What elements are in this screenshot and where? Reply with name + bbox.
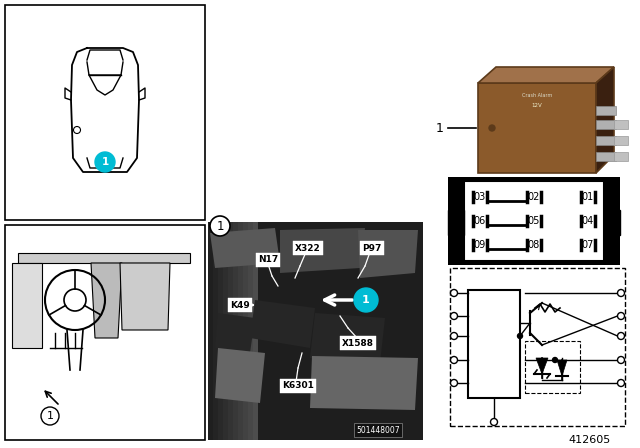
Bar [596, 152, 616, 161]
Text: N17: N17 [258, 255, 278, 264]
Bar [596, 106, 616, 115]
Text: K49: K49 [230, 301, 250, 310]
Text: 1: 1 [362, 295, 370, 305]
Bar [223, 222, 228, 440]
Bar [253, 222, 258, 440]
Polygon shape [280, 228, 365, 273]
Polygon shape [536, 358, 548, 374]
Circle shape [490, 418, 497, 426]
Bar [464, 181, 604, 261]
Text: K6301: K6301 [282, 382, 314, 391]
Text: 08: 08 [528, 240, 540, 250]
Circle shape [489, 125, 495, 131]
Polygon shape [91, 263, 122, 338]
Text: 03: 03 [474, 192, 486, 202]
Bar [614, 120, 628, 129]
Bar [233, 222, 238, 440]
Text: 09: 09 [474, 240, 486, 250]
Text: 1: 1 [101, 157, 109, 167]
Polygon shape [120, 263, 170, 330]
Circle shape [552, 358, 557, 362]
Bar [208, 222, 423, 440]
Bar [468, 290, 520, 398]
Bar [614, 136, 628, 145]
Polygon shape [12, 263, 42, 348]
Polygon shape [215, 313, 255, 353]
Bar [448, 210, 464, 235]
Text: 04: 04 [582, 216, 594, 226]
Bar [238, 222, 243, 440]
Text: 06: 06 [474, 216, 486, 226]
Circle shape [618, 357, 625, 363]
Polygon shape [557, 360, 567, 376]
Circle shape [451, 313, 458, 319]
Polygon shape [478, 67, 614, 83]
Bar [5, 225, 205, 440]
Bar [478, 83, 596, 173]
Bar [228, 222, 233, 440]
Polygon shape [310, 313, 385, 363]
Bar [213, 222, 218, 440]
Bar [614, 152, 628, 161]
Text: 1: 1 [47, 411, 54, 421]
Polygon shape [358, 230, 418, 278]
Circle shape [618, 379, 625, 387]
Text: 01: 01 [582, 192, 594, 202]
Bar [604, 210, 620, 235]
Bar [208, 222, 213, 440]
Text: 1: 1 [436, 121, 444, 134]
Text: 07: 07 [582, 240, 594, 250]
Polygon shape [596, 67, 614, 173]
Bar [448, 177, 620, 265]
Circle shape [451, 332, 458, 340]
Bar [243, 222, 248, 440]
Circle shape [518, 333, 522, 339]
Bar [525, 341, 580, 393]
Bar [5, 5, 205, 220]
Polygon shape [18, 253, 190, 263]
Text: 02: 02 [528, 192, 540, 202]
Text: 12V: 12V [532, 103, 542, 108]
Polygon shape [210, 228, 280, 268]
Polygon shape [310, 356, 418, 410]
Bar [596, 120, 616, 129]
Bar [248, 222, 253, 440]
Bar [450, 268, 625, 426]
Bar [596, 136, 616, 145]
Text: 412605: 412605 [569, 435, 611, 445]
Circle shape [354, 288, 378, 312]
Circle shape [451, 357, 458, 363]
Text: X322: X322 [295, 244, 321, 253]
Text: 501448007: 501448007 [356, 426, 400, 435]
Circle shape [618, 313, 625, 319]
Circle shape [41, 407, 59, 425]
Polygon shape [250, 300, 315, 348]
Text: 05: 05 [528, 216, 540, 226]
Circle shape [451, 289, 458, 297]
Bar [218, 222, 223, 440]
Circle shape [618, 289, 625, 297]
Circle shape [618, 332, 625, 340]
Polygon shape [215, 348, 265, 403]
Text: P97: P97 [362, 244, 381, 253]
Text: 1: 1 [216, 220, 224, 233]
Circle shape [95, 152, 115, 172]
Text: X1588: X1588 [342, 339, 374, 348]
Circle shape [210, 216, 230, 236]
Circle shape [451, 379, 458, 387]
Text: Crash Alarm: Crash Alarm [522, 92, 552, 98]
